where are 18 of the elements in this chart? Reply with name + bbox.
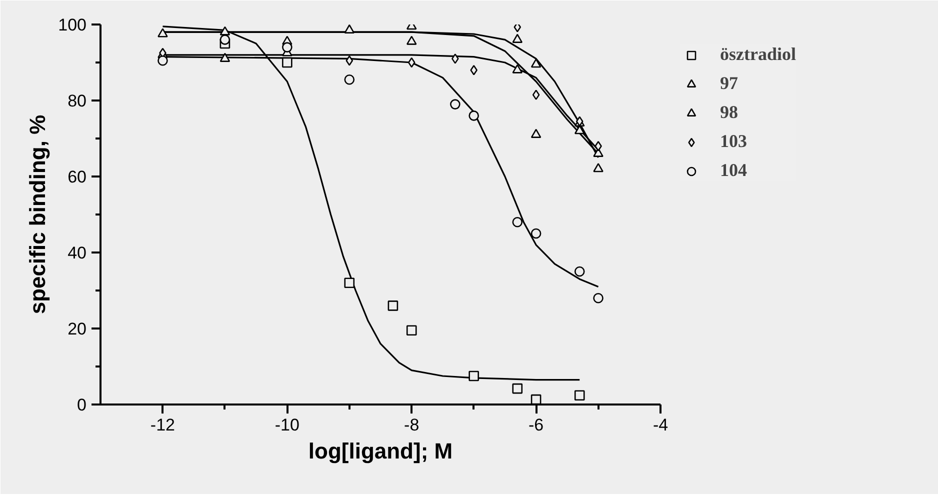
legend-label: 97: [720, 73, 739, 94]
y-axis-title: specific binding, %: [25, 114, 50, 314]
y-tick-label: 80: [68, 92, 87, 110]
y-tick-label: 0: [77, 396, 87, 414]
x-tick-label: -10: [274, 416, 300, 434]
y-tick-label: 20: [68, 320, 87, 338]
x-tick-label: -4: [652, 416, 668, 434]
x-axis-title: log[ligand]; M: [308, 438, 453, 464]
x-tick-label: -12: [150, 416, 176, 434]
legend-label: ösztradiol: [720, 44, 796, 65]
x-tick-label: -8: [404, 416, 420, 434]
legend-label: 103: [720, 131, 747, 152]
x-tick-label: -6: [528, 416, 544, 434]
legend-label: 104: [720, 160, 747, 181]
y-tick-label: 60: [68, 168, 87, 186]
legend-label: 98: [720, 102, 739, 123]
y-tick-label: 40: [68, 244, 87, 262]
y-tick-label: 100: [58, 16, 87, 34]
